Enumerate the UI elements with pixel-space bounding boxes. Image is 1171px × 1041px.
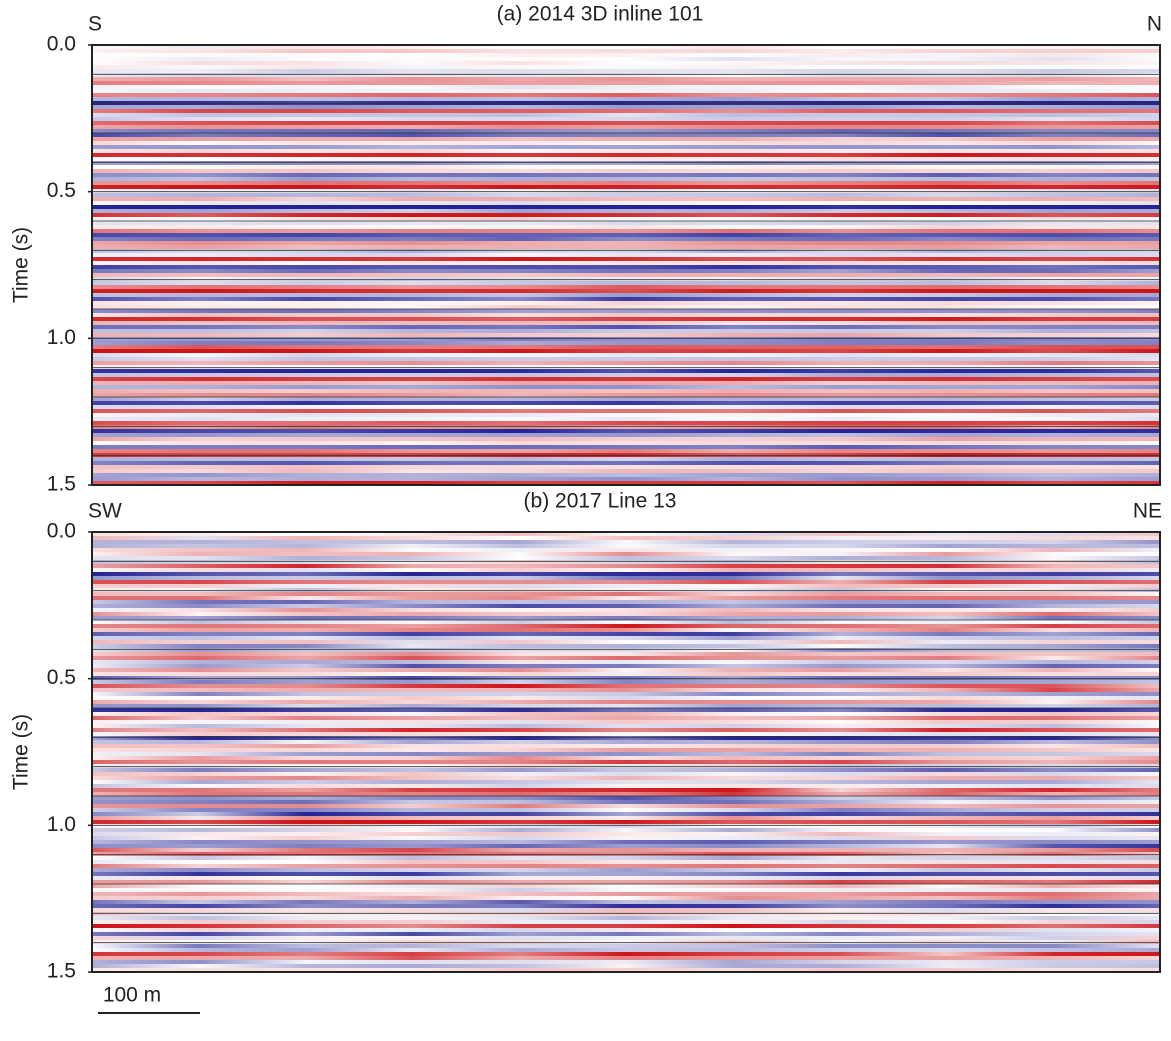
right-direction: N xyxy=(1147,13,1162,36)
y-axis-label: Time (s) xyxy=(10,714,33,790)
y-tick-label: 0.5 xyxy=(47,179,76,202)
seismic-section xyxy=(92,532,1160,973)
panel-title: (b) 2017 Line 13 xyxy=(524,490,677,513)
y-tick-label: 1.5 xyxy=(47,473,76,496)
panel-title: (a) 2014 3D inline 101 xyxy=(497,3,704,26)
y-tick-label: 1.5 xyxy=(47,960,76,983)
y-tick-label: 1.0 xyxy=(47,813,76,836)
y-tick-label: 0.0 xyxy=(47,520,76,543)
scale-bar-label: 100 m xyxy=(103,984,161,1007)
left-direction: SW xyxy=(88,500,122,523)
y-tick-label: 0.0 xyxy=(47,33,76,56)
y-axis-label: Time (s) xyxy=(10,227,33,303)
y-tick-label: 1.0 xyxy=(47,326,76,349)
left-direction: S xyxy=(88,13,102,36)
plot-frame xyxy=(91,44,1161,486)
seismic-section xyxy=(92,45,1160,486)
plot-frame xyxy=(91,531,1161,973)
right-direction: NE xyxy=(1133,500,1162,523)
y-tick-label: 0.5 xyxy=(47,666,76,689)
